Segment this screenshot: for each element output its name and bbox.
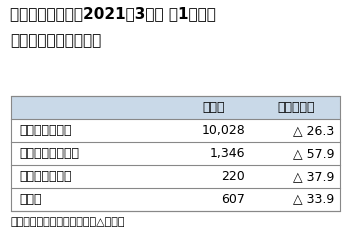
- Text: その他: その他: [19, 193, 42, 206]
- Text: ゴールドウイン、2021年3月期 第1四半期: ゴールドウイン、2021年3月期 第1四半期: [10, 6, 216, 21]
- Text: 10,028: 10,028: [201, 124, 245, 137]
- Text: アスレチック関連: アスレチック関連: [19, 147, 79, 160]
- Text: 売上高: 売上高: [202, 101, 225, 114]
- Text: △ 33.9: △ 33.9: [293, 193, 334, 206]
- Bar: [10, 142, 340, 165]
- Text: ウインター関連: ウインター関連: [19, 170, 72, 183]
- Text: 単位は百万円。増減率は％。△は減。: 単位は百万円。増減率は％。△は減。: [10, 217, 125, 227]
- Text: ブランド事業別売上高: ブランド事業別売上高: [10, 33, 102, 48]
- Text: 220: 220: [221, 170, 245, 183]
- Bar: [10, 119, 340, 142]
- Text: △ 37.9: △ 37.9: [293, 170, 334, 183]
- Text: △ 26.3: △ 26.3: [293, 124, 334, 137]
- Bar: [10, 96, 340, 211]
- Text: アウトドア関連: アウトドア関連: [19, 124, 72, 137]
- Bar: [10, 96, 340, 119]
- Text: 607: 607: [221, 193, 245, 206]
- Text: △ 57.9: △ 57.9: [293, 147, 334, 160]
- Bar: [10, 188, 340, 211]
- Bar: [10, 165, 340, 188]
- Text: （増減率）: （増減率）: [277, 101, 315, 114]
- Text: 1,346: 1,346: [210, 147, 245, 160]
